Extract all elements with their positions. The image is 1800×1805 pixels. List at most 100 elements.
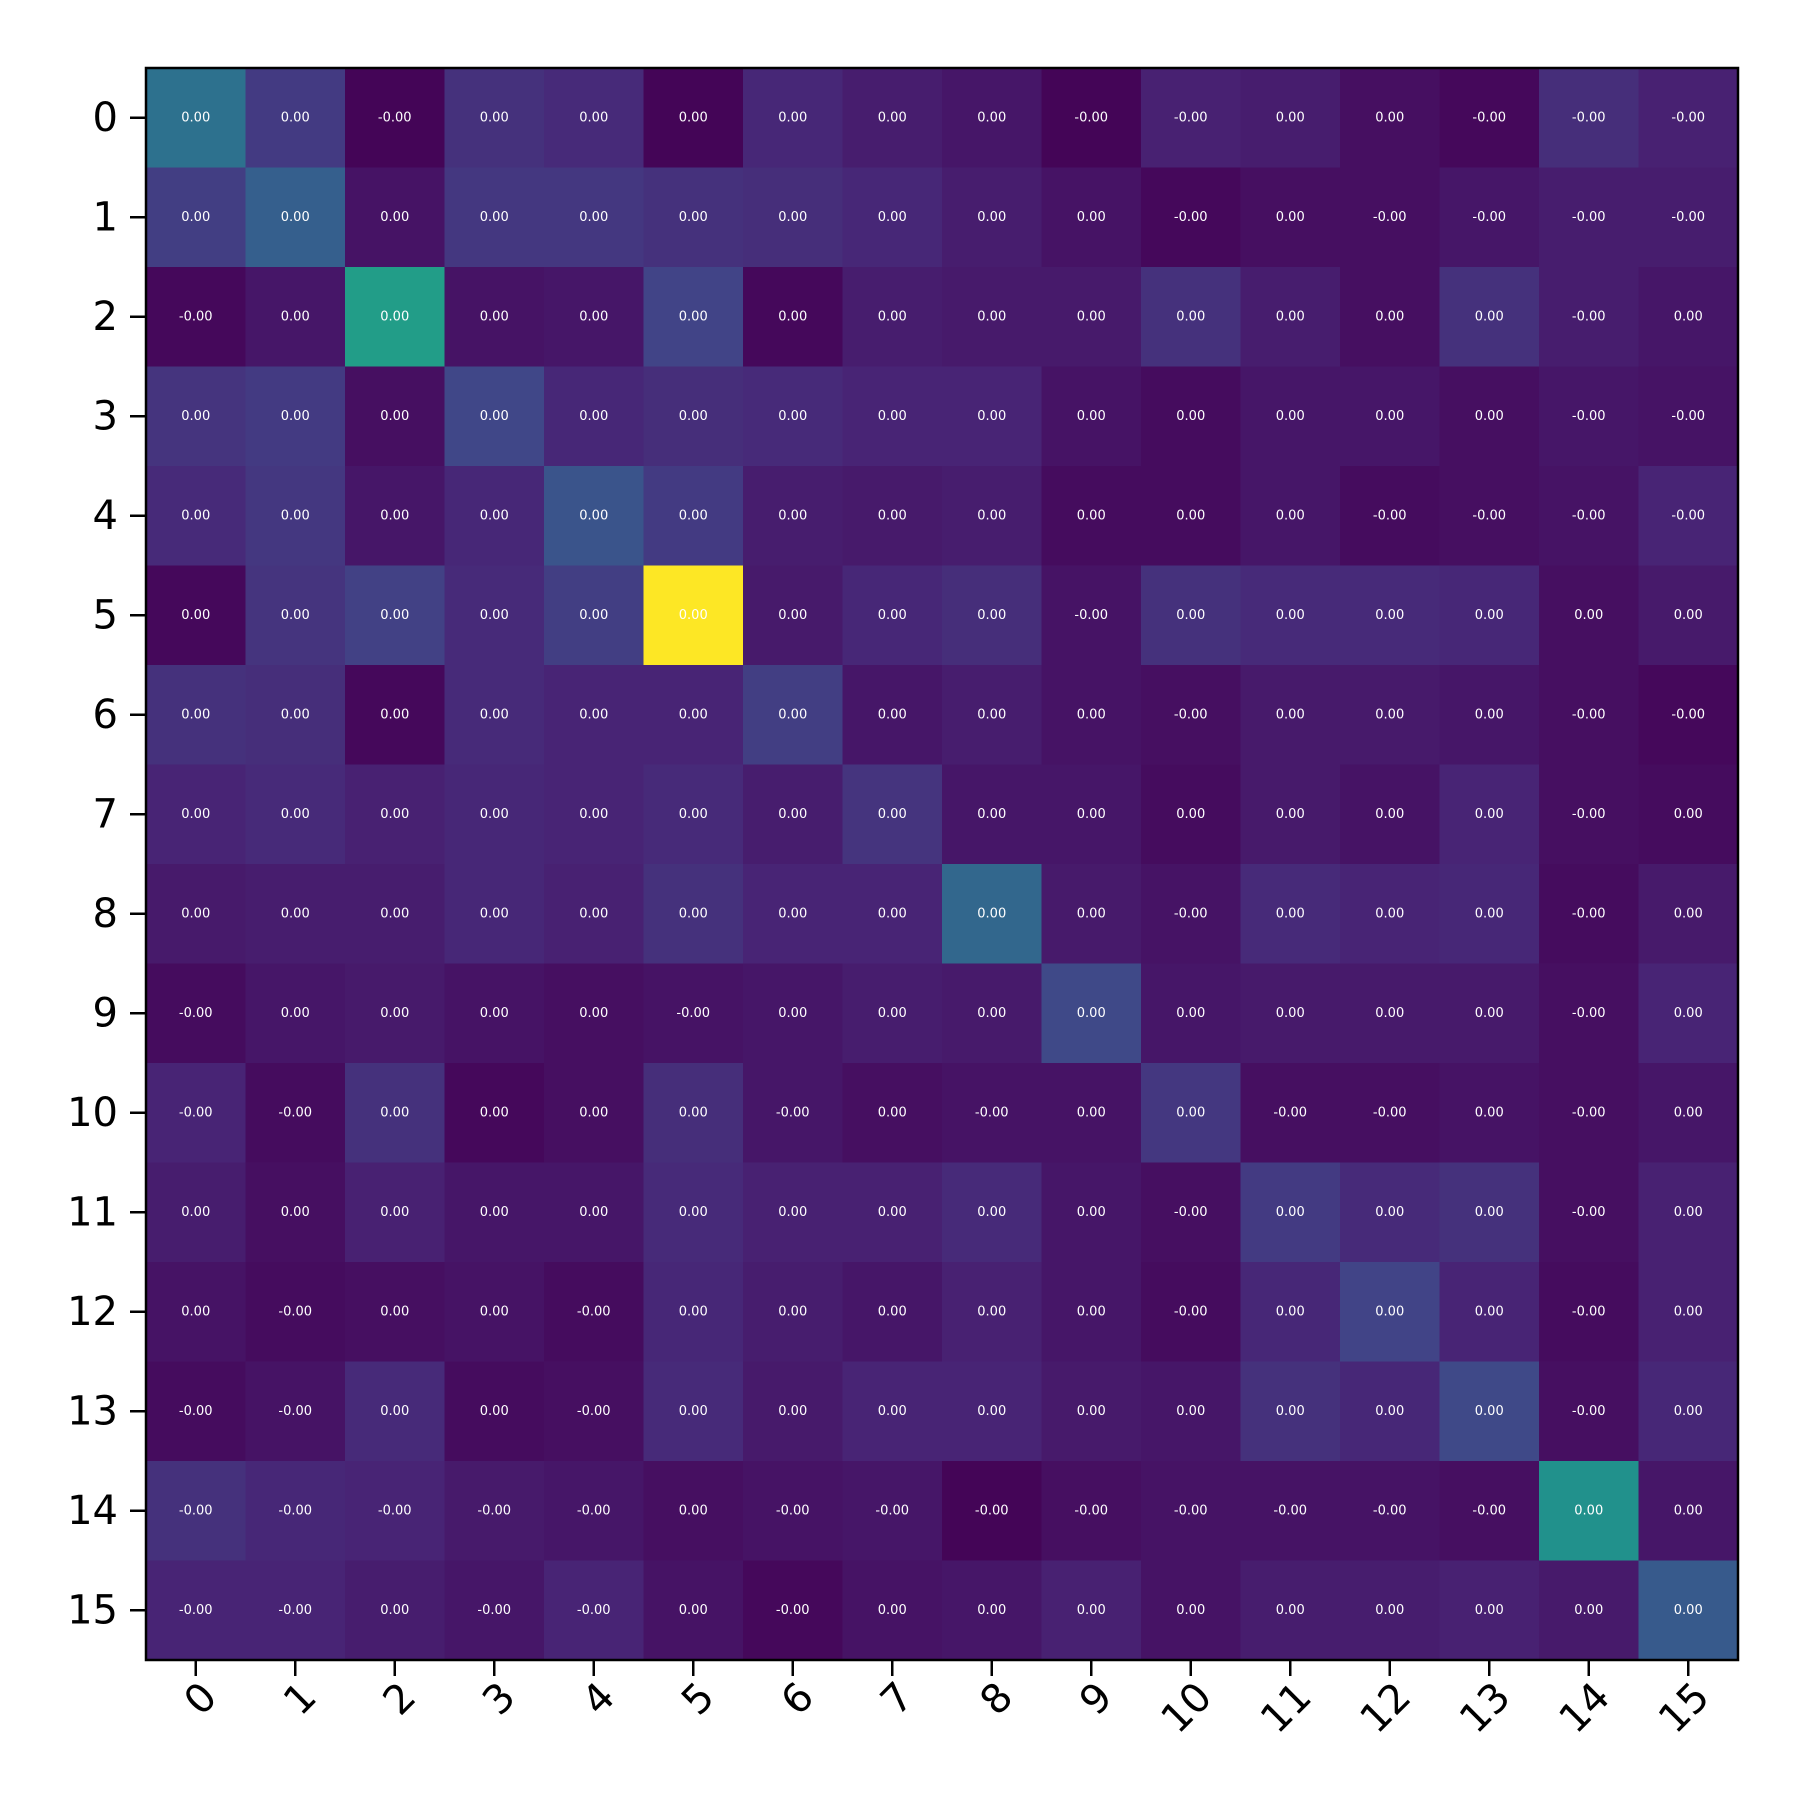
heatmap-cell-15-1 <box>245 1560 346 1661</box>
heatmap-cell-12-15 <box>1638 1262 1739 1362</box>
y-tick-label-7: 7 <box>93 791 118 837</box>
heatmap-cell-14-1 <box>245 1461 346 1561</box>
heatmap-cell-10-11 <box>1240 1063 1341 1163</box>
cell-value-label-4-3: 0.00 <box>480 508 509 523</box>
y-tick-label-6: 6 <box>93 692 118 738</box>
heatmap-cell-4-15 <box>1638 466 1739 566</box>
heatmap-cell-6-11 <box>1240 665 1341 765</box>
cell-value-label-10-7: 0.00 <box>878 1105 907 1120</box>
heatmap-cell-6-6 <box>743 665 843 765</box>
cell-value-label-6-14: -0.00 <box>1572 707 1606 722</box>
heatmap-cell-11-1 <box>245 1162 346 1263</box>
cell-value-label-15-13: 0.00 <box>1475 1603 1504 1618</box>
cell-value-label-10-11: -0.00 <box>1273 1105 1307 1120</box>
cell-value-label-12-13: 0.00 <box>1475 1304 1504 1319</box>
heatmap-cell-15-8 <box>942 1560 1042 1661</box>
cell-value-label-9-11: 0.00 <box>1276 1006 1305 1021</box>
heatmap-cell-4-7 <box>842 466 943 566</box>
cell-value-label-2-8: 0.00 <box>977 309 1006 324</box>
cell-value-label-7-3: 0.00 <box>480 807 509 822</box>
heatmap-cell-4-14 <box>1539 466 1639 566</box>
heatmap-cell-15-14 <box>1539 1560 1639 1661</box>
cell-value-label-11-2: 0.00 <box>380 1205 409 1220</box>
cell-value-labels: 0.00 0.00 -0.00 0.00 0.00 0.00 0.00 0.00 0.00 -0.… <box>179 110 1705 1618</box>
cell-value-label-15-9: 0.00 <box>1077 1603 1106 1618</box>
cell-value-label-6-10: -0.00 <box>1174 707 1208 722</box>
heatmap-cell-4-6 <box>743 466 843 566</box>
heatmap-cell-2-1 <box>245 267 346 367</box>
heatmap-cell-2-4 <box>544 267 644 367</box>
heatmap-cell-9-1 <box>245 963 346 1064</box>
heatmap-cell-7-14 <box>1539 764 1639 865</box>
heatmap-cell-1-8 <box>942 167 1042 268</box>
heatmap-cell-1-15 <box>1638 167 1739 268</box>
heatmap-cell-1-2 <box>345 167 445 268</box>
heatmap-cell-1-1 <box>245 167 346 268</box>
cell-value-label-6-11: 0.00 <box>1276 707 1305 722</box>
heatmap-cell-8-15 <box>1638 864 1739 964</box>
cell-value-label-0-13: -0.00 <box>1472 110 1506 125</box>
x-tick-label-12: 12 <box>1351 1674 1420 1743</box>
cell-value-label-4-9: 0.00 <box>1077 508 1106 523</box>
cell-value-label-11-15: 0.00 <box>1674 1205 1703 1220</box>
cell-value-label-0-15: -0.00 <box>1671 110 1705 125</box>
heatmap-cell-1-6 <box>743 167 843 268</box>
heatmap-cell-8-11 <box>1240 864 1341 964</box>
y-tick-label-14: 14 <box>67 1488 118 1534</box>
heatmap-cell-13-4 <box>544 1361 644 1462</box>
cell-value-label-11-7: 0.00 <box>878 1205 907 1220</box>
heatmap-cell-3-3 <box>444 366 545 467</box>
cell-value-label-2-10: 0.00 <box>1176 309 1205 324</box>
cell-value-label-1-1: 0.00 <box>281 210 310 225</box>
cell-value-label-14-8: -0.00 <box>975 1503 1009 1518</box>
cell-value-label-4-8: 0.00 <box>977 508 1006 523</box>
cell-value-label-3-14: -0.00 <box>1572 409 1606 424</box>
x-tick-label-2: 2 <box>374 1674 425 1725</box>
heatmap-cell-8-9 <box>1041 864 1142 964</box>
heatmap-cell-0-6 <box>743 68 843 168</box>
heatmap-cell-7-0 <box>146 764 246 865</box>
heatmap-cell-14-14 <box>1539 1461 1639 1561</box>
cell-value-label-7-12: 0.00 <box>1375 807 1404 822</box>
cell-value-label-5-1: 0.00 <box>281 608 310 623</box>
cell-value-label-2-7: 0.00 <box>878 309 907 324</box>
heatmap-cell-3-12 <box>1340 366 1440 467</box>
cell-value-label-4-11: 0.00 <box>1276 508 1305 523</box>
cell-value-label-0-11: 0.00 <box>1276 110 1305 125</box>
heatmap-cell-11-6 <box>743 1162 843 1263</box>
heatmap-cell-5-3 <box>444 565 545 666</box>
cell-value-label-1-5: 0.00 <box>679 210 708 225</box>
cell-value-label-15-14: 0.00 <box>1574 1603 1603 1618</box>
cell-value-label-8-3: 0.00 <box>480 906 509 921</box>
heatmap-cell-7-11 <box>1240 764 1341 865</box>
heatmap-cell-10-15 <box>1638 1063 1739 1163</box>
cell-value-label-3-13: 0.00 <box>1475 409 1504 424</box>
heatmap-cell-11-12 <box>1340 1162 1440 1263</box>
cell-value-label-7-1: 0.00 <box>281 807 310 822</box>
cell-value-label-1-7: 0.00 <box>878 210 907 225</box>
heatmap-cell-13-7 <box>842 1361 943 1462</box>
cell-value-label-13-8: 0.00 <box>977 1404 1006 1419</box>
cell-value-label-15-5: 0.00 <box>679 1603 708 1618</box>
heatmap-cell-7-12 <box>1340 764 1440 865</box>
cell-value-label-6-2: 0.00 <box>380 707 409 722</box>
heatmap-cell-6-14 <box>1539 665 1639 765</box>
cell-value-label-7-15: 0.00 <box>1674 807 1703 822</box>
cell-value-label-15-11: 0.00 <box>1276 1603 1305 1618</box>
cell-value-label-8-0: 0.00 <box>181 906 210 921</box>
cell-value-label-12-5: 0.00 <box>679 1304 708 1319</box>
y-tick-label-3: 3 <box>93 393 118 439</box>
cell-value-label-5-13: 0.00 <box>1475 608 1504 623</box>
heatmap-cell-11-2 <box>345 1162 445 1263</box>
cell-value-label-1-4: 0.00 <box>579 210 608 225</box>
cell-value-label-13-9: 0.00 <box>1077 1404 1106 1419</box>
heatmap-cell-7-8 <box>942 764 1042 865</box>
cell-value-label-12-2: 0.00 <box>380 1304 409 1319</box>
heatmap-cell-5-2 <box>345 565 445 666</box>
heatmap-cell-2-11 <box>1240 267 1341 367</box>
cell-value-label-8-11: 0.00 <box>1276 906 1305 921</box>
cell-value-label-15-12: 0.00 <box>1375 1603 1404 1618</box>
cell-value-label-3-8: 0.00 <box>977 409 1006 424</box>
heatmap-cell-7-4 <box>544 764 644 865</box>
